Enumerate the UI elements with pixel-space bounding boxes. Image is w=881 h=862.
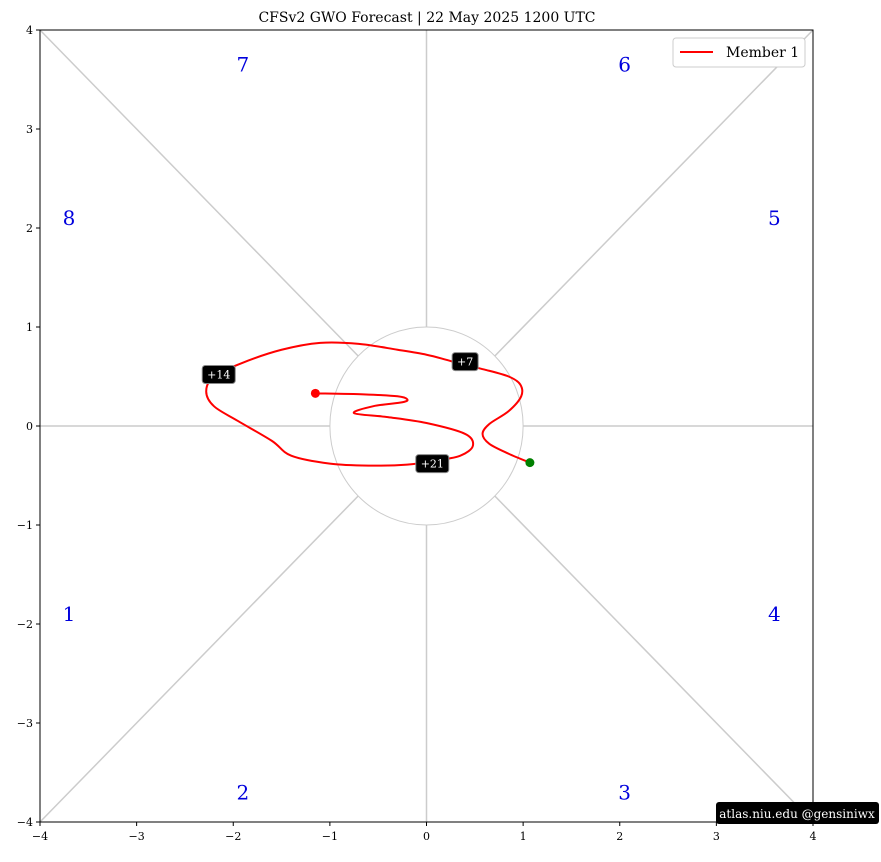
y-tick-label: 0: [26, 420, 33, 433]
x-tick-label: 0: [423, 830, 430, 843]
legend: Member 1: [672, 37, 806, 68]
y-tick-label: 3: [26, 123, 33, 136]
series-start-marker: [525, 458, 535, 468]
phase-label-6: 6: [618, 53, 631, 77]
day-annotation-box: [415, 454, 450, 474]
phase-label-1: 1: [63, 602, 76, 626]
y-tick-label: −3: [17, 717, 33, 730]
x-tick-label: −2: [225, 830, 241, 843]
x-tick-label: 4: [810, 830, 817, 843]
watermark: atlas.niu.edu @gensiniwx: [716, 802, 879, 824]
series-line-member-1: [205, 341, 531, 467]
legend-label-member-1: Member 1: [726, 45, 799, 61]
y-tick-label: 4: [26, 24, 33, 37]
x-tick-label: 3: [713, 830, 720, 843]
phase-label-3: 3: [618, 780, 631, 804]
x-tick-label: −1: [322, 830, 338, 843]
legend-box: [672, 37, 806, 68]
x-tick-label: 1: [520, 830, 527, 843]
plot-area: −4 −3 −2 −1 0 1 2 3 4 −4 −3 −2 −1 0 1 2 3 4 1 2 3 4 5 6 7 8 +7 +14 +…: [17, 24, 817, 843]
reference-circle: [329, 326, 524, 526]
y-tick-label: −2: [17, 618, 33, 631]
day-annotation-label: +14: [207, 369, 230, 382]
watermark-box: [716, 802, 879, 824]
phase-label-5: 5: [768, 206, 781, 230]
y-tick-label: 2: [26, 222, 33, 235]
day-annotation-label: +21: [421, 458, 444, 471]
phase-label-2: 2: [237, 780, 250, 804]
series-end-marker: [310, 388, 320, 398]
phase-label-7: 7: [237, 53, 250, 77]
ref-line-diagonal-nw: [39, 29, 359, 357]
ref-line-diagonal-ne: [494, 29, 814, 357]
day-annotation-box: [201, 365, 236, 385]
y-tick-label: −4: [17, 816, 33, 829]
phase-label-4: 4: [768, 602, 781, 626]
day-annotation-box: [451, 352, 479, 372]
day-annotation-label: +7: [457, 356, 473, 369]
y-tick-label: −1: [17, 519, 33, 532]
x-tick-label: 2: [616, 830, 623, 843]
chart-title: CFSv2 GWO Forecast | 22 May 2025 1200 UT…: [258, 10, 595, 26]
ref-line-diagonal-se: [494, 495, 814, 823]
y-tick-label: 1: [26, 321, 33, 334]
x-tick-label: −4: [32, 830, 48, 843]
watermark-text: atlas.niu.edu @gensiniwx: [719, 807, 875, 821]
ref-line-diagonal-sw: [39, 495, 359, 823]
x-tick-label: −3: [129, 830, 145, 843]
phase-label-8: 8: [63, 206, 76, 230]
